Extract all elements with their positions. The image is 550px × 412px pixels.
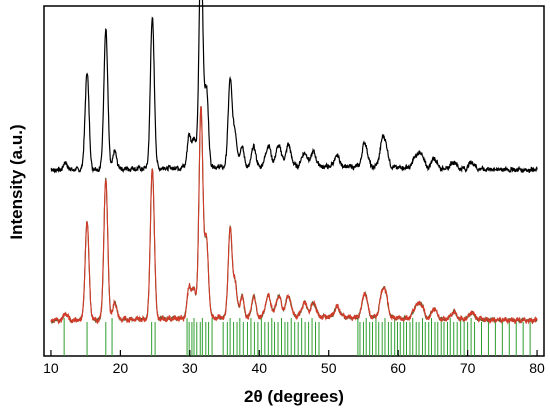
- observed-pattern-line: [50, 106, 538, 325]
- reference-lines: [63, 318, 531, 356]
- x-tick-label: 60: [390, 360, 406, 376]
- y-axis-title: Intensity (a.u.): [7, 124, 26, 239]
- top-pattern-line: [50, 0, 538, 174]
- x-tick-label: 20: [113, 360, 129, 376]
- x-axis-title: 2θ (degrees): [244, 387, 344, 406]
- x-tick-label: 70: [460, 360, 476, 376]
- plot-frame: [43, 5, 545, 357]
- x-tick-label: 10: [43, 360, 59, 376]
- x-axis-ticks: 10 20 30 40 50 60 70 80: [43, 350, 545, 376]
- x-tick-label: 40: [251, 360, 267, 376]
- x-tick-label: 30: [182, 360, 198, 376]
- x-tick-label: 50: [321, 360, 337, 376]
- calculated-pattern-line: [50, 106, 538, 325]
- x-tick-label: 80: [529, 360, 545, 376]
